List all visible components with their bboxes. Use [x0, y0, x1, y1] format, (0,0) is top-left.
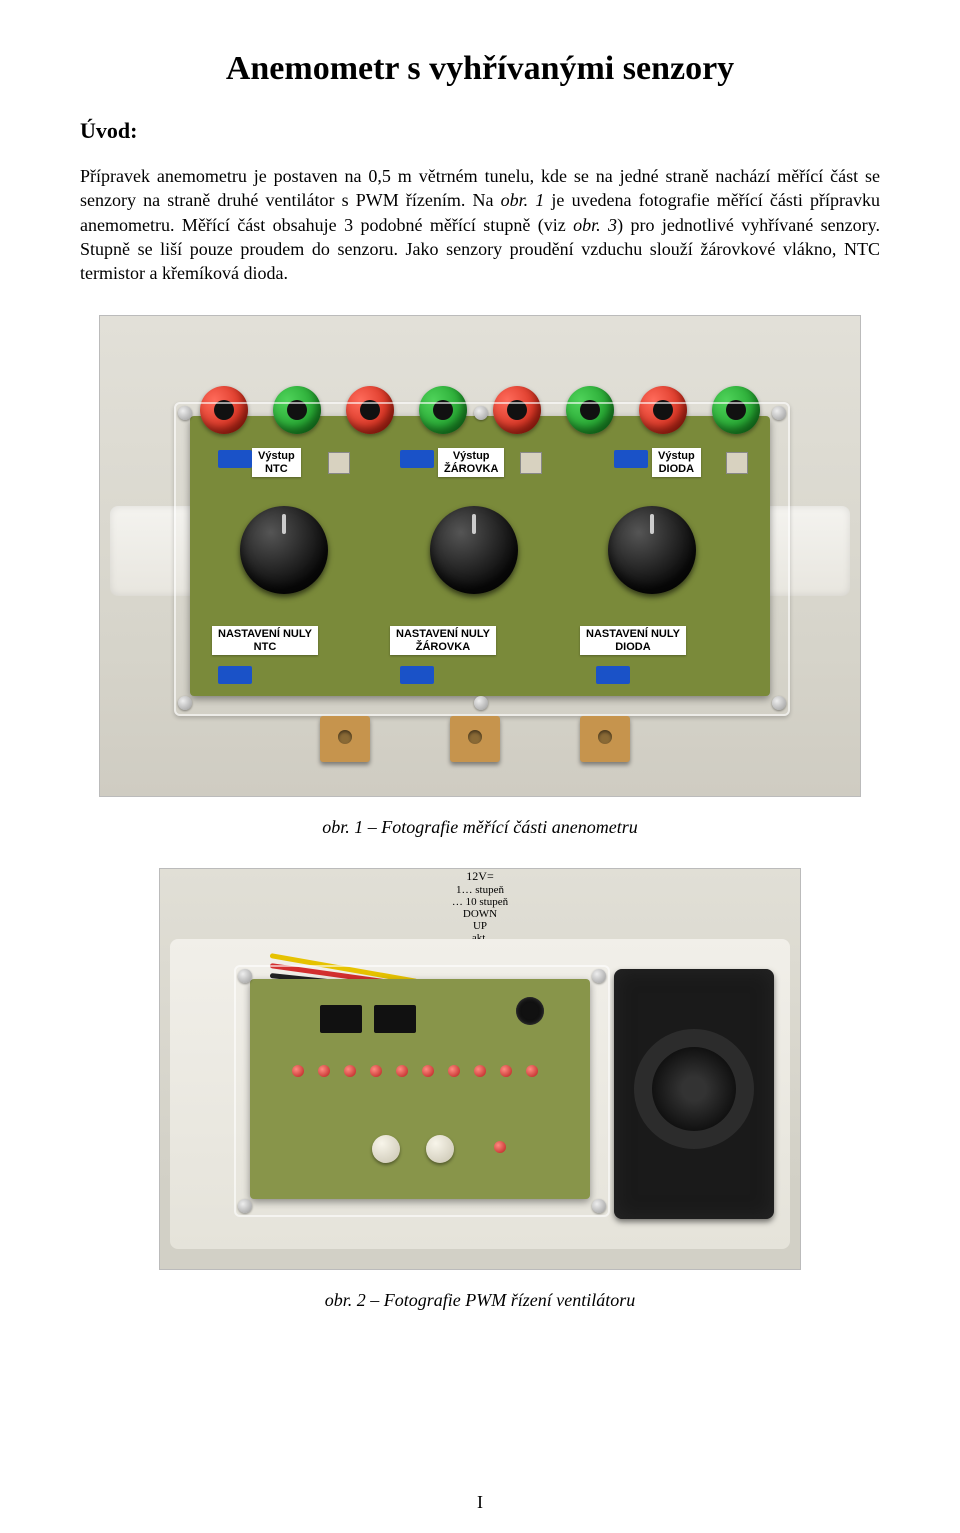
- knob-ntc: [240, 506, 328, 594]
- screw-icon: [474, 696, 488, 710]
- document-title: Anemometr s vyhřívanými senzory: [80, 50, 880, 88]
- screw-terminal: [218, 666, 252, 684]
- figure-ref-1: obr. 1: [501, 190, 545, 210]
- figure-1-caption: obr. 1 – Fotografie měřící části anenome…: [80, 817, 880, 838]
- screw-terminal: [218, 450, 252, 468]
- figure-1: Výstup NTC Výstup ŽÁROVKA Výstup DIODA N…: [80, 315, 880, 797]
- label-zero-zarovka: NASTAVENÍ NULY ŽÁROVKA: [390, 626, 496, 654]
- fan-icon: [614, 969, 774, 1219]
- screw-icon: [772, 696, 786, 710]
- label-output-zarovka: Výstup ŽÁROVKA: [438, 448, 504, 476]
- acrylic-cover: [234, 965, 610, 1217]
- banana-plug-red: [493, 386, 541, 434]
- screw-icon: [178, 696, 192, 710]
- banana-plug-green: [419, 386, 467, 434]
- screw-terminal: [596, 666, 630, 684]
- label-up: UP: [160, 920, 800, 932]
- screw-terminal: [400, 666, 434, 684]
- sensor-mount-block: [320, 716, 370, 762]
- banana-plug-green: [712, 386, 760, 434]
- knob-zarovka: [430, 506, 518, 594]
- label-range-left: 1… stupeň: [160, 884, 800, 896]
- label-zero-dioda: NASTAVENÍ NULY DIODA: [580, 626, 686, 654]
- figure-ref-3: obr. 3: [573, 215, 617, 235]
- screw-icon: [772, 406, 786, 420]
- banana-plug-red: [346, 386, 394, 434]
- banana-plug-red: [200, 386, 248, 434]
- page-number: I: [0, 1492, 960, 1513]
- sensor-mount-block: [450, 716, 500, 762]
- figure-1-photo: Výstup NTC Výstup ŽÁROVKA Výstup DIODA N…: [99, 315, 861, 797]
- banana-plug-green: [566, 386, 614, 434]
- label-output-ntc: Výstup NTC: [252, 448, 301, 476]
- sensor-mount-block: [580, 716, 630, 762]
- trimmer: [726, 452, 748, 474]
- figure-2-photo: 12V= 1… stupeň … 10 stupeň DOWN: [159, 868, 801, 1270]
- document-page: Anemometr s vyhřívanými senzory Úvod: Př…: [0, 0, 960, 1533]
- figure-2: 12V= 1… stupeň … 10 stupeň DOWN: [80, 868, 880, 1270]
- label-down: DOWN: [160, 908, 800, 920]
- label-output-dioda: Výstup DIODA: [652, 448, 701, 476]
- label-12v: 12V=: [160, 869, 800, 884]
- screw-terminal: [400, 450, 434, 468]
- trimmer: [520, 452, 542, 474]
- screw-terminal: [614, 450, 648, 468]
- banana-plug-green: [273, 386, 321, 434]
- knob-dioda: [608, 506, 696, 594]
- trimmer: [328, 452, 350, 474]
- label-range-right: … 10 stupeň: [160, 896, 800, 908]
- section-heading-uvod: Úvod:: [80, 118, 880, 144]
- figure-2-caption: obr. 2 – Fotografie PWM řízení ventiláto…: [80, 1290, 880, 1311]
- banana-plug-red: [639, 386, 687, 434]
- label-zero-ntc: NASTAVENÍ NULY NTC: [212, 626, 318, 654]
- intro-paragraph: Přípravek anemometru je postaven na 0,5 …: [80, 164, 880, 285]
